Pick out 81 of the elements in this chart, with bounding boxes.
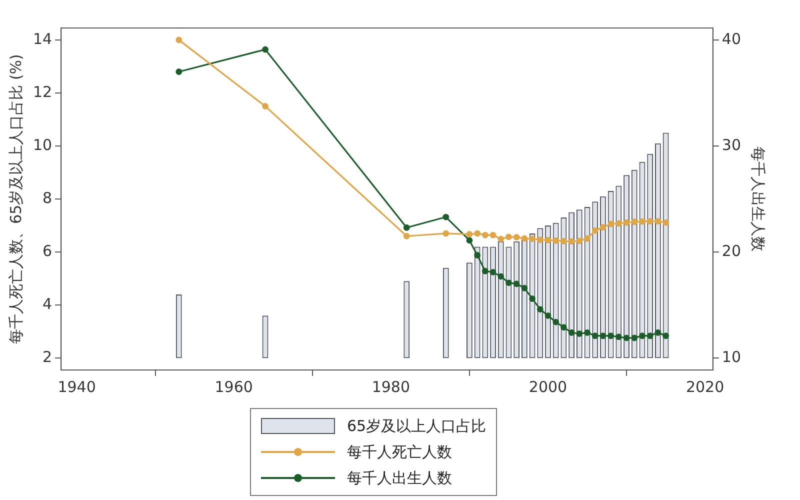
y-tick-label: 10 (32, 136, 52, 154)
point (521, 284, 528, 292)
point (513, 234, 520, 240)
point (466, 231, 473, 238)
point (646, 218, 654, 224)
x-tick-label: 1960 (214, 378, 253, 396)
point (403, 224, 410, 231)
y-tick-label: 8 (42, 188, 52, 207)
y-tick-label: 2 (42, 348, 52, 366)
point (176, 68, 182, 75)
point (544, 312, 552, 319)
point (654, 329, 662, 336)
point (442, 230, 450, 237)
point (403, 232, 410, 240)
x-tick-label: 1940 (58, 378, 96, 396)
point (576, 330, 583, 337)
point (490, 232, 496, 238)
point (552, 237, 560, 244)
y2-tick-label: 20 (722, 242, 742, 260)
point (482, 268, 488, 274)
point (482, 232, 488, 238)
y-tick-label: 4 (42, 294, 52, 313)
point (608, 220, 614, 228)
point (544, 236, 552, 244)
point (560, 238, 567, 244)
point (498, 236, 504, 242)
point (506, 234, 512, 240)
y2-axis-title: 每千人出生人数 (749, 146, 768, 252)
y2-tick-label: 10 (722, 348, 742, 366)
point (592, 332, 598, 339)
point (490, 268, 496, 276)
legend-label: 每千人出生人数 (347, 468, 452, 488)
point (662, 219, 669, 226)
point (568, 238, 575, 245)
legend-label: 每千人死亡人数 (347, 442, 452, 462)
point (662, 332, 669, 339)
point (521, 235, 528, 242)
point (262, 46, 268, 53)
point (176, 36, 182, 44)
point (536, 236, 544, 244)
point (584, 329, 590, 336)
point (506, 280, 512, 286)
point (639, 218, 646, 225)
point (568, 329, 575, 336)
point (623, 334, 630, 342)
point (631, 334, 638, 342)
point (654, 218, 662, 224)
point (623, 219, 630, 226)
point (600, 224, 606, 231)
y-tick-label: 12 (32, 82, 52, 101)
x-tick-label: 2000 (528, 378, 568, 396)
point (592, 227, 598, 234)
point (474, 252, 481, 258)
point (615, 220, 622, 227)
point (262, 103, 268, 110)
point (560, 324, 567, 331)
point (536, 306, 544, 312)
point (442, 214, 450, 220)
point (498, 273, 504, 280)
y-axis-title: 每千人死亡人数、65岁及以上人口占比 (%) (6, 54, 25, 344)
legend-label: 65岁及以上人口占比 (347, 416, 486, 436)
point (576, 238, 583, 244)
point (639, 332, 646, 339)
x-tick-label: 2020 (686, 378, 724, 396)
point (529, 236, 536, 242)
y2-tick-label: 30 (722, 136, 742, 154)
point (474, 230, 481, 237)
point (615, 334, 622, 340)
point (552, 318, 560, 326)
point (513, 280, 520, 288)
point (600, 332, 606, 339)
point (646, 332, 654, 339)
point (584, 235, 590, 242)
y2-tick-label: 40 (722, 30, 742, 48)
point (631, 218, 638, 225)
y-tick-label: 6 (42, 242, 52, 260)
point (608, 332, 614, 339)
point (466, 237, 473, 244)
y-tick-label: 14 (32, 30, 52, 48)
x-tick-label: 1980 (372, 378, 410, 396)
point (529, 295, 536, 302)
